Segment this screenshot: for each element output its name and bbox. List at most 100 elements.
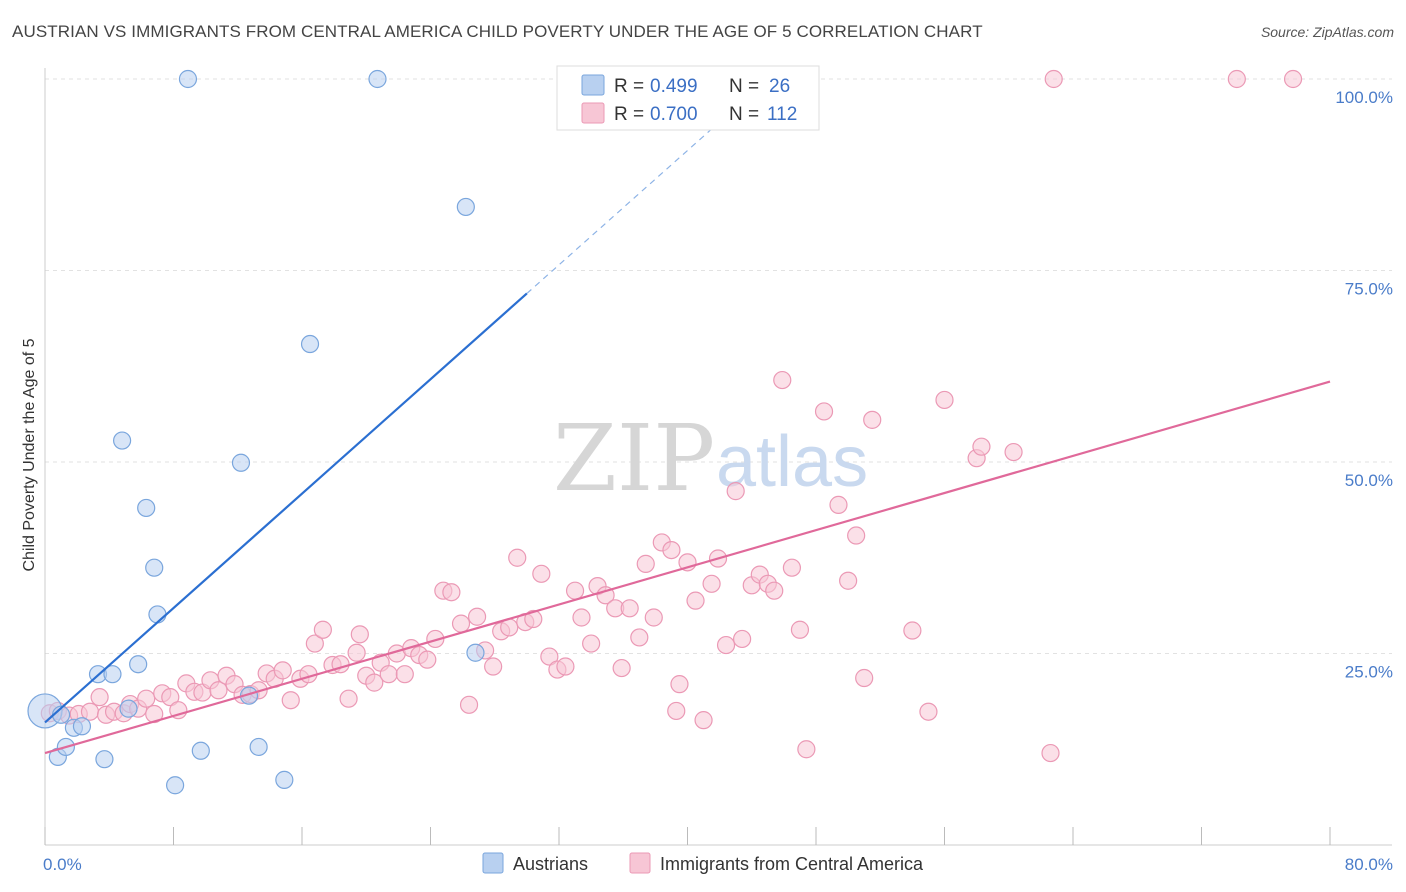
immigrants-point — [1044, 69, 1063, 89]
immigrants-point — [863, 410, 882, 429]
immigrants-point — [508, 548, 527, 567]
austrians-point — [249, 737, 268, 757]
legend-n-label: N = — [729, 76, 759, 97]
immigrants-point — [339, 689, 358, 708]
immigrants-point — [670, 675, 689, 694]
y-tick-label: 75.0% — [1345, 280, 1393, 299]
immigrants-point — [524, 609, 543, 629]
immigrants-point — [733, 629, 752, 649]
immigrants-point — [716, 635, 736, 655]
immigrants-point — [556, 657, 575, 676]
source-label: Source: ZipAtlas.com — [1260, 24, 1394, 40]
chart-title: AUSTRIAN VS IMMIGRANTS FROM CENTRAL AMER… — [12, 22, 983, 41]
immigrants-point — [451, 614, 471, 633]
immigrants-point — [209, 681, 228, 700]
bottom-legend-immigrants: Immigrants from Central America — [660, 854, 924, 874]
y-tick-label: 25.0% — [1345, 663, 1393, 682]
immigrants-point — [667, 701, 686, 721]
austrians-point — [95, 750, 114, 769]
austrians-point — [119, 699, 138, 718]
immigrants-point — [644, 608, 663, 627]
x-tick-labels: 0.0% 80.0% — [43, 855, 1393, 874]
immigrants-point — [1227, 69, 1246, 89]
immigrants-point — [379, 665, 398, 684]
grid-lines — [45, 78, 1392, 654]
immigrants-point — [582, 634, 601, 653]
bottom-legend-austrians: Austrians — [513, 854, 588, 874]
immigrants-point — [726, 482, 745, 501]
austrians-point — [275, 770, 294, 789]
austrians-point — [231, 453, 251, 472]
austrians-point — [456, 197, 475, 217]
immigrants-point — [484, 657, 503, 676]
legend-swatch-austrians — [581, 74, 605, 96]
legend-n-value: 26 — [769, 76, 790, 97]
immigrants-point — [773, 370, 792, 390]
watermark: ZIP atlas — [553, 405, 868, 512]
austrians-point — [112, 431, 132, 450]
bottom-legend-swatch-immigrants — [629, 852, 651, 874]
immigrants-point — [596, 586, 615, 605]
immigrants-point — [839, 571, 858, 590]
austrians-point — [191, 741, 210, 760]
watermark-zip: ZIP — [553, 405, 715, 512]
austrians-point — [103, 665, 122, 684]
legend-n-value: 112 — [767, 104, 797, 125]
austrians-trend-line — [44, 292, 528, 724]
legend-swatch-immigrants — [581, 102, 605, 124]
immigrants-point — [305, 634, 324, 653]
y-tick-label: 100.0% — [1335, 88, 1393, 107]
immigrants-point — [630, 628, 649, 647]
immigrants-point — [572, 608, 591, 627]
immigrants-point — [855, 668, 874, 688]
immigrants-trend-line — [44, 380, 1331, 755]
legend-r-label: R = — [614, 104, 644, 125]
immigrants-point — [620, 599, 639, 618]
immigrants-point — [90, 688, 109, 707]
y-tick-label: 50.0% — [1345, 471, 1393, 490]
austrians-point — [137, 498, 156, 518]
x-tick-label: 80.0% — [1345, 855, 1393, 874]
immigrants-point — [365, 673, 384, 692]
legend-r-label: R = — [614, 76, 644, 97]
immigrants-point — [662, 540, 681, 560]
austrians-point — [72, 717, 92, 736]
immigrants-point — [137, 689, 156, 708]
austrians-point — [129, 655, 148, 674]
immigrants-point — [972, 437, 991, 456]
x-tick-label: 0.0% — [43, 855, 82, 874]
bottom-legend: Austrians Immigrants from Central Americ… — [482, 852, 924, 874]
immigrants-point — [919, 702, 938, 721]
immigrants-point — [273, 661, 292, 680]
series-immigrants-points — [40, 69, 1303, 763]
immigrants-point — [612, 658, 631, 678]
immigrants-point — [565, 581, 585, 600]
austrians-point — [466, 643, 485, 662]
legend-r-value: 0.700 — [650, 104, 698, 125]
austrians-point — [145, 558, 164, 577]
legend-r-value: 0.499 — [650, 76, 698, 97]
immigrants-point — [1004, 442, 1023, 462]
legend: R = 0.499 N = 26 R = 0.700 N = 112 — [556, 65, 820, 131]
immigrants-point — [790, 620, 810, 639]
austrians-point — [166, 776, 185, 795]
immigrants-point — [694, 711, 713, 730]
immigrants-point — [442, 583, 461, 602]
immigrants-point — [467, 607, 487, 626]
immigrants-point — [829, 495, 848, 514]
immigrants-point — [540, 647, 559, 666]
bottom-legend-swatch-austrians — [482, 852, 504, 874]
immigrants-point — [347, 643, 366, 662]
legend-n-label: N = — [729, 104, 759, 125]
immigrants-point — [1283, 69, 1303, 89]
immigrants-point — [281, 691, 300, 710]
immigrants-point — [426, 629, 445, 649]
y-axis-label: Child Poverty Under the Age of 5 — [21, 338, 38, 571]
immigrants-point — [418, 650, 437, 669]
immigrants-point — [847, 526, 866, 545]
immigrants-point — [702, 574, 721, 593]
austrians-point — [148, 605, 167, 624]
immigrants-point — [935, 390, 954, 410]
immigrants-point — [459, 695, 479, 714]
